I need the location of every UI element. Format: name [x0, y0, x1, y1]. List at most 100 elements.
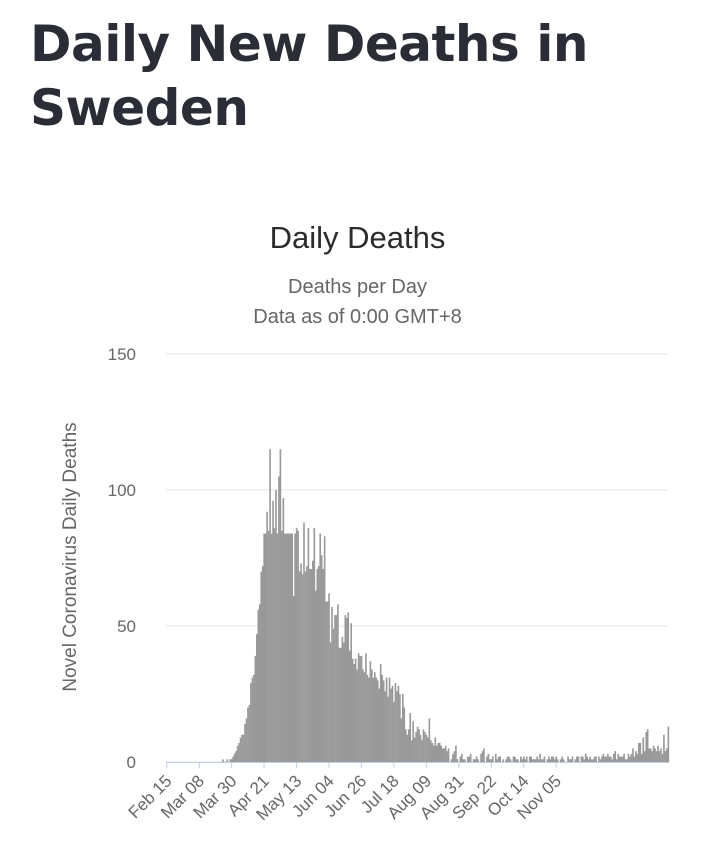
bar[interactable]: [247, 707, 249, 762]
bar[interactable]: [654, 748, 656, 762]
bar[interactable]: [295, 528, 298, 762]
bar[interactable]: [602, 753, 605, 762]
bar[interactable]: [456, 759, 459, 762]
bar[interactable]: [275, 490, 277, 762]
bar[interactable]: [258, 604, 261, 762]
bar[interactable]: [617, 753, 619, 762]
bar[interactable]: [580, 756, 583, 762]
bar[interactable]: [266, 511, 268, 762]
bar[interactable]: [555, 756, 558, 762]
bar[interactable]: [303, 522, 305, 762]
bar[interactable]: [391, 685, 394, 762]
bar[interactable]: [520, 756, 522, 762]
bar[interactable]: [505, 759, 507, 762]
bar[interactable]: [235, 751, 237, 762]
bar[interactable]: [413, 737, 416, 762]
bar[interactable]: [399, 694, 401, 762]
bar[interactable]: [651, 751, 653, 762]
bar[interactable]: [530, 756, 532, 762]
bar[interactable]: [356, 669, 358, 762]
bar[interactable]: [382, 680, 385, 762]
bar[interactable]: [281, 530, 283, 762]
bar[interactable]: [462, 759, 465, 762]
bar[interactable]: [474, 759, 476, 762]
bar[interactable]: [660, 748, 662, 762]
bar[interactable]: [589, 756, 591, 762]
bar[interactable]: [431, 742, 434, 762]
bar[interactable]: [341, 636, 344, 762]
bar[interactable]: [447, 748, 450, 762]
bar[interactable]: [344, 615, 347, 762]
bar[interactable]: [328, 593, 330, 762]
bar[interactable]: [347, 612, 350, 762]
bar[interactable]: [379, 664, 382, 762]
bar[interactable]: [502, 759, 504, 762]
bar[interactable]: [570, 759, 572, 762]
bar[interactable]: [444, 745, 447, 762]
bar[interactable]: [309, 568, 311, 762]
bar[interactable]: [443, 748, 445, 762]
bar[interactable]: [301, 574, 304, 762]
bar[interactable]: [279, 449, 282, 762]
bar[interactable]: [627, 753, 630, 762]
bar[interactable]: [494, 753, 497, 762]
bar[interactable]: [316, 568, 319, 762]
bar[interactable]: [483, 748, 485, 762]
bar[interactable]: [284, 533, 286, 762]
bar[interactable]: [236, 745, 239, 762]
bar[interactable]: [525, 756, 528, 762]
bar[interactable]: [576, 756, 578, 762]
bar[interactable]: [312, 560, 314, 762]
bar[interactable]: [611, 759, 614, 762]
bar[interactable]: [323, 536, 326, 762]
bar[interactable]: [425, 734, 428, 762]
bar[interactable]: [230, 759, 233, 762]
bar[interactable]: [499, 756, 501, 762]
bar[interactable]: [490, 759, 493, 762]
bar[interactable]: [599, 759, 602, 762]
bar[interactable]: [350, 623, 353, 762]
bar[interactable]: [605, 756, 608, 762]
bar[interactable]: [463, 759, 466, 762]
bar[interactable]: [477, 759, 479, 762]
bar[interactable]: [440, 745, 442, 762]
bar[interactable]: [376, 680, 379, 762]
bar[interactable]: [459, 756, 462, 762]
bar[interactable]: [254, 655, 257, 762]
bar[interactable]: [421, 740, 423, 762]
bar[interactable]: [298, 571, 301, 762]
bar[interactable]: [549, 759, 552, 762]
bar[interactable]: [363, 672, 366, 762]
bar[interactable]: [325, 601, 327, 762]
bar[interactable]: [434, 737, 437, 762]
bar[interactable]: [574, 759, 577, 762]
bar[interactable]: [366, 674, 369, 762]
bar[interactable]: [397, 685, 400, 762]
bar[interactable]: [550, 756, 553, 762]
bar[interactable]: [475, 756, 478, 762]
bar[interactable]: [332, 628, 335, 762]
bar[interactable]: [248, 704, 251, 762]
bar[interactable]: [402, 694, 404, 762]
bar[interactable]: [648, 748, 650, 762]
bar[interactable]: [435, 745, 438, 762]
bar[interactable]: [362, 669, 364, 762]
bar[interactable]: [387, 696, 389, 762]
bar[interactable]: [528, 756, 531, 762]
bar[interactable]: [394, 683, 397, 762]
bar[interactable]: [272, 500, 274, 762]
bar[interactable]: [472, 759, 475, 762]
bar[interactable]: [645, 732, 648, 762]
bar[interactable]: [542, 759, 544, 762]
bar[interactable]: [368, 677, 370, 762]
bar[interactable]: [517, 759, 519, 762]
bar[interactable]: [610, 756, 612, 762]
bar[interactable]: [584, 753, 587, 762]
bar[interactable]: [524, 759, 527, 762]
bar[interactable]: [587, 759, 590, 762]
bar[interactable]: [636, 753, 639, 762]
bar[interactable]: [270, 533, 273, 762]
bar[interactable]: [241, 734, 243, 762]
bar[interactable]: [390, 688, 392, 762]
bar[interactable]: [446, 751, 448, 762]
